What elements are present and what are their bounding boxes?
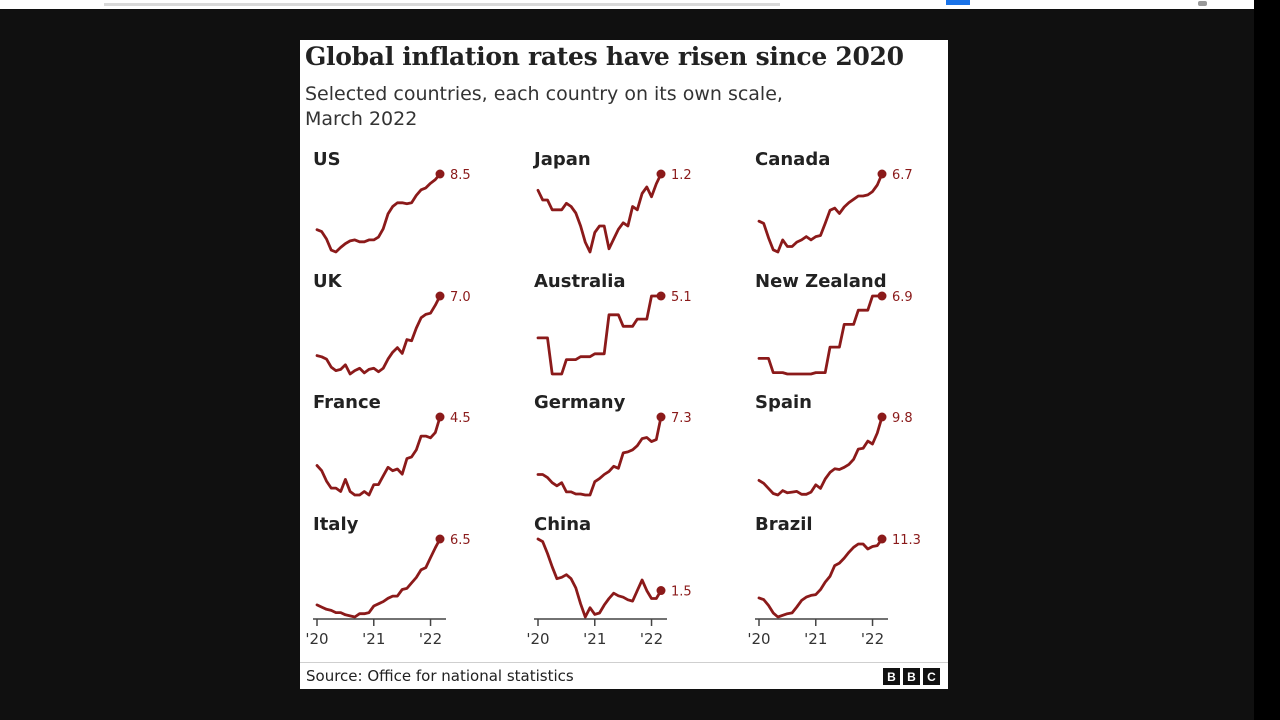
x-tick-label-china-1: '21 [583,630,606,648]
value-label-italy: 6.5 [450,533,471,548]
panel-japan: Japan 1.2 [532,149,692,254]
panel-china: China 1.5 '20 '21 '22 [526,514,691,648]
value-label-france: 4.5 [450,411,471,426]
country-name-germany: Germany [534,392,626,413]
chart-card: Global inflation rates have risen since … [300,40,948,662]
value-label-brazil: 11.3 [892,533,921,548]
logo-letter-b1: B [883,668,900,685]
country-name-australia: Australia [534,271,626,292]
value-label-spain: 9.8 [892,411,913,426]
x-tick-label-china-0: '20 [526,630,549,648]
country-name-new-zealand: New Zealand [755,271,887,292]
country-name-us: US [313,149,341,170]
end-point-brazil [877,534,887,544]
series-line-spain [757,415,884,497]
value-label-new-zealand: 6.9 [892,290,913,305]
value-label-japan: 1.2 [671,168,692,183]
bbc-logo: B B C [883,668,940,685]
country-name-uk: UK [313,271,343,292]
end-point-new-zealand [877,291,887,301]
logo-letter-b2: B [903,668,920,685]
value-label-uk: 7.0 [450,290,471,305]
chart-subtitle: Selected countries, each country on its … [305,82,865,132]
end-point-france [435,412,445,422]
panel-uk: UK 7.0 [313,271,471,376]
series-line-germany [536,415,663,497]
country-name-italy: Italy [313,514,359,535]
panel-canada: Canada 6.7 [755,149,913,254]
series-line-new-zealand [757,294,884,376]
x-tick-label-brazil-0: '20 [747,630,770,648]
end-point-australia [656,291,666,301]
end-point-spain [877,412,887,422]
x-tick-label-italy-2: '22 [419,630,442,648]
panel-france: France 4.5 [313,392,471,497]
end-point-germany [656,412,666,422]
browser-top-bar [0,0,1254,9]
source-note: Source: Office for national statistics [306,667,574,685]
series-line-canada [757,172,884,254]
value-label-china: 1.5 [671,585,692,600]
country-name-china: China [534,514,591,535]
value-label-germany: 7.3 [671,411,692,426]
panel-australia: Australia 5.1 [534,271,692,376]
panel-us: US 8.5 [313,149,471,254]
x-tick-label-brazil-1: '21 [804,630,827,648]
end-point-us [435,169,445,179]
x-tick-label-china-2: '22 [640,630,663,648]
end-point-italy [435,534,445,544]
subtitle-line-1: Selected countries, each country on its … [305,83,783,105]
series-line-japan [536,172,663,254]
small-multiples-chart: US 8.5 Japan 1.2 Canada 6.7 UK 7.0 Australia 5.1 N… [305,149,921,648]
value-label-canada: 6.7 [892,168,913,183]
end-point-canada [877,169,887,179]
series-line-france [315,415,442,497]
country-name-canada: Canada [755,149,830,170]
country-name-japan: Japan [532,149,591,170]
panel-italy: Italy 6.5 '20 '21 '22 [305,514,470,648]
panel-new-zealand: New Zealand 6.9 [755,271,913,376]
end-point-china [656,586,666,596]
subtitle-line-2: March 2022 [305,108,418,130]
panel-spain: Spain 9.8 [755,392,913,497]
value-label-us: 8.5 [450,168,471,183]
new-badge-icon [946,0,970,5]
browser-address-strip[interactable] [104,3,780,6]
end-point-japan [656,169,666,179]
series-line-uk [315,294,442,376]
series-line-us [315,172,442,254]
chart-footer: Source: Office for national statistics B… [300,662,948,689]
country-name-brazil: Brazil [755,514,813,535]
country-name-france: France [313,392,381,413]
series-line-china [536,537,663,619]
x-tick-label-brazil-2: '22 [861,630,884,648]
end-point-uk [435,291,445,301]
panel-brazil: Brazil 11.3 '20 '21 '22 [747,514,921,648]
series-line-italy [315,537,442,619]
window-edge [1254,0,1280,720]
series-line-australia [536,294,663,376]
x-tick-label-italy-0: '20 [305,630,328,648]
series-line-brazil [757,537,884,619]
chart-title: Global inflation rates have risen since … [305,42,904,71]
logo-letter-c: C [923,668,940,685]
menu-icon[interactable] [1198,1,1207,6]
country-name-spain: Spain [755,392,812,413]
x-tick-label-italy-1: '21 [362,630,385,648]
panel-germany: Germany 7.3 [534,392,692,497]
value-label-australia: 5.1 [671,290,692,305]
